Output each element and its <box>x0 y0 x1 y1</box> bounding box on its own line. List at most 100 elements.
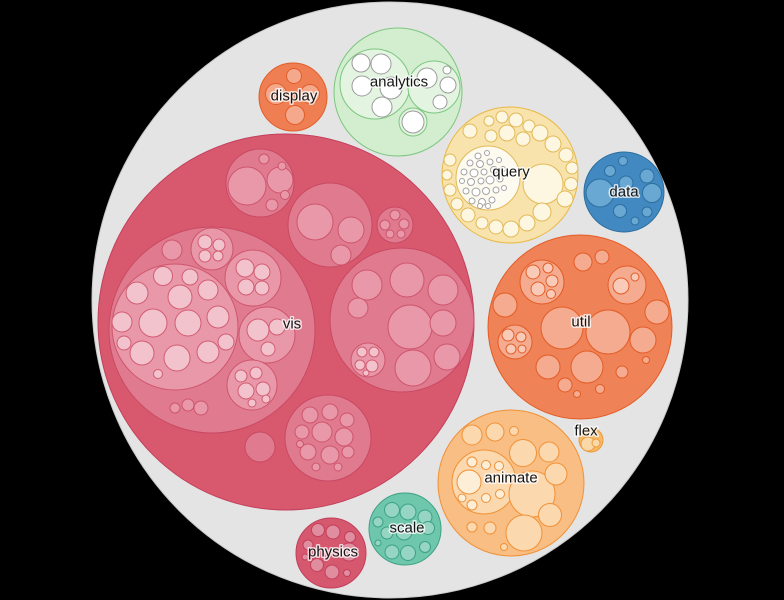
query-leaf-circle[interactable] <box>564 177 578 191</box>
util-child-circle[interactable] <box>573 390 581 398</box>
util-child-circle[interactable] <box>492 292 518 318</box>
query-methods-leaf-circle[interactable] <box>467 178 475 186</box>
util-child-circle[interactable] <box>497 324 533 360</box>
animate-leaf-circle[interactable] <box>498 473 508 483</box>
physics-leaf-circle[interactable] <box>301 553 309 561</box>
vis-leaf-circle[interactable] <box>153 369 163 379</box>
animate-leaf-circle[interactable] <box>495 489 505 499</box>
display-package-circle[interactable] <box>258 62 328 132</box>
util-child-circle[interactable] <box>540 306 584 350</box>
vis-leaf-circle[interactable] <box>255 381 271 397</box>
vis-subgroup-circle[interactable] <box>280 190 290 200</box>
vis-leaf-circle[interactable] <box>268 318 286 336</box>
animate-child-circle[interactable] <box>461 424 483 446</box>
util-child-circle[interactable] <box>557 377 573 393</box>
analytics-leaf-circle[interactable] <box>371 96 393 118</box>
query-methods-leaf-circle[interactable] <box>468 197 476 205</box>
query-methods-leaf-circle[interactable] <box>466 159 474 167</box>
vis-subgroup-circle[interactable] <box>311 462 321 472</box>
vis-subgroup-circle[interactable] <box>387 304 433 350</box>
vis-subgroup-circle[interactable] <box>311 421 333 443</box>
vis-leaf-circle[interactable] <box>125 281 149 305</box>
scale-leaf-circle[interactable] <box>374 539 382 547</box>
util-leaf-circle[interactable] <box>501 328 515 342</box>
query-methods-leaf-circle[interactable] <box>496 175 504 183</box>
animate-child-circle[interactable] <box>505 514 543 552</box>
vis-subgroup-circle[interactable] <box>433 343 461 371</box>
util-leaf-circle[interactable] <box>517 344 527 354</box>
query-methods-leaf-circle[interactable] <box>469 168 479 178</box>
util-child-circle[interactable] <box>595 384 605 394</box>
util-child-circle[interactable] <box>570 350 604 384</box>
vis-leaf-circle[interactable] <box>362 369 370 377</box>
physics-leaf-circle[interactable] <box>311 523 325 537</box>
scale-leaf-circle[interactable] <box>421 521 435 535</box>
query-methods-leaf-circle[interactable] <box>496 157 502 163</box>
vis-leaf-circle[interactable] <box>249 366 263 380</box>
animate-leaf-circle[interactable] <box>481 460 491 470</box>
animate-child-circle[interactable] <box>466 521 478 533</box>
vis-leaf-circle[interactable] <box>174 309 202 337</box>
vis-subgroup-circle[interactable] <box>224 249 282 307</box>
analytics-leaf-circle[interactable] <box>351 53 371 73</box>
vis-leaf-circle[interactable] <box>163 344 191 372</box>
vis-subgroup-circle[interactable] <box>299 443 317 461</box>
scale-leaf-circle[interactable] <box>399 503 417 521</box>
query-leaf-circle[interactable] <box>443 183 457 197</box>
vis-leaf-circle[interactable] <box>212 238 226 252</box>
data-leaf-circle[interactable] <box>639 168 655 184</box>
animate-child-circle[interactable] <box>538 441 560 463</box>
vis-subgroup-circle[interactable] <box>277 161 287 171</box>
query-leaf-circle[interactable] <box>488 219 504 235</box>
data-leaf-circle[interactable] <box>613 204 627 218</box>
vis-subgroup-circle[interactable] <box>169 402 181 414</box>
util-leaf-circle[interactable] <box>542 262 554 274</box>
vis-subgroup-circle[interactable] <box>341 445 355 459</box>
util-child-circle[interactable] <box>629 326 657 354</box>
query-methods-leaf-circle[interactable] <box>486 158 494 166</box>
query-methods-leaf-circle[interactable] <box>482 187 490 195</box>
query-leaf-circle[interactable] <box>443 153 457 167</box>
vis-leaf-circle[interactable] <box>129 340 155 366</box>
analytics-leaf-circle[interactable] <box>439 76 457 94</box>
vis-leaf-circle[interactable] <box>237 382 255 400</box>
vis-subgroup-circle[interactable] <box>296 203 334 241</box>
util-leaf-circle[interactable] <box>515 331 527 343</box>
vis-subgroup-circle[interactable] <box>427 274 459 306</box>
util-child-circle[interactable] <box>615 365 629 379</box>
util-child-circle[interactable] <box>644 299 670 325</box>
physics-leaf-circle[interactable] <box>325 524 341 540</box>
util-leaf-circle[interactable] <box>545 274 559 288</box>
vis-subgroup-circle[interactable] <box>227 166 267 206</box>
display-leaf-circle[interactable] <box>285 105 305 125</box>
query-methods-leaf-circle[interactable] <box>460 168 468 176</box>
analytics-leaf-circle[interactable] <box>401 110 425 134</box>
data-leaf-circle[interactable] <box>630 216 640 226</box>
query-leaf-circle[interactable] <box>544 135 562 153</box>
animate-child-circle[interactable] <box>509 439 537 467</box>
query-methods-leaf-circle[interactable] <box>459 178 465 184</box>
query-leaf-circle[interactable] <box>515 131 531 147</box>
animate-leaf-circle[interactable] <box>456 469 482 495</box>
data-leaf-circle[interactable] <box>604 165 616 177</box>
vis-leaf-circle[interactable] <box>260 341 276 357</box>
vis-subgroup-circle[interactable] <box>294 424 310 440</box>
physics-leaf-circle[interactable] <box>310 558 324 572</box>
util-child-circle[interactable] <box>585 309 631 355</box>
vis-leaf-circle[interactable] <box>354 359 366 371</box>
util-child-circle[interactable] <box>642 356 650 364</box>
util-child-circle[interactable] <box>535 354 561 380</box>
animate-child-circle[interactable] <box>500 543 508 551</box>
query-leaf-circle[interactable] <box>531 124 549 142</box>
query-leaf-circle[interactable] <box>483 115 495 127</box>
scale-leaf-circle[interactable] <box>400 545 416 561</box>
vis-leaf-circle[interactable] <box>235 258 255 278</box>
query-leaf-circle[interactable] <box>450 197 464 211</box>
util-leaf-circle[interactable] <box>630 272 640 282</box>
query-methods-leaf-circle[interactable] <box>485 175 495 185</box>
physics-leaf-circle[interactable] <box>344 531 356 543</box>
data-leaf-circle[interactable] <box>642 183 662 203</box>
animate-leaf-circle[interactable] <box>466 456 478 468</box>
vis-leaf-circle[interactable] <box>254 280 270 296</box>
data-leaf-circle[interactable] <box>618 175 634 191</box>
